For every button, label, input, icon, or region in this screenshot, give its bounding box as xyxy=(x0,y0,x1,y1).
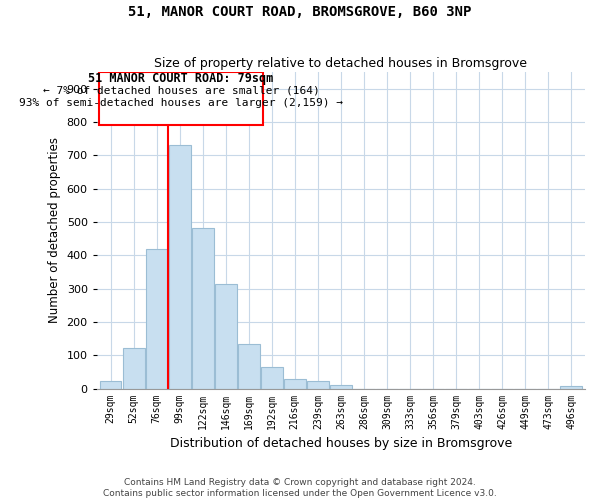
Bar xyxy=(238,344,260,389)
Bar xyxy=(100,381,121,388)
Bar xyxy=(192,228,214,388)
Bar xyxy=(215,284,236,389)
Text: 51 MANOR COURT ROAD: 79sqm: 51 MANOR COURT ROAD: 79sqm xyxy=(88,72,274,85)
Y-axis label: Number of detached properties: Number of detached properties xyxy=(48,138,61,324)
Text: Contains HM Land Registry data © Crown copyright and database right 2024.
Contai: Contains HM Land Registry data © Crown c… xyxy=(103,478,497,498)
Text: 93% of semi-detached houses are larger (2,159) →: 93% of semi-detached houses are larger (… xyxy=(19,98,343,108)
Bar xyxy=(330,385,352,388)
Title: Size of property relative to detached houses in Bromsgrove: Size of property relative to detached ho… xyxy=(154,56,527,70)
Bar xyxy=(100,72,263,126)
Text: ← 7% of detached houses are smaller (164): ← 7% of detached houses are smaller (164… xyxy=(43,86,319,96)
Bar xyxy=(146,248,167,388)
X-axis label: Distribution of detached houses by size in Bromsgrove: Distribution of detached houses by size … xyxy=(170,437,512,450)
Bar xyxy=(122,348,145,389)
Bar xyxy=(284,378,306,388)
Bar xyxy=(261,367,283,388)
Bar xyxy=(560,386,582,388)
Bar xyxy=(169,146,191,388)
Bar xyxy=(307,381,329,388)
Text: 51, MANOR COURT ROAD, BROMSGROVE, B60 3NP: 51, MANOR COURT ROAD, BROMSGROVE, B60 3N… xyxy=(128,5,472,19)
